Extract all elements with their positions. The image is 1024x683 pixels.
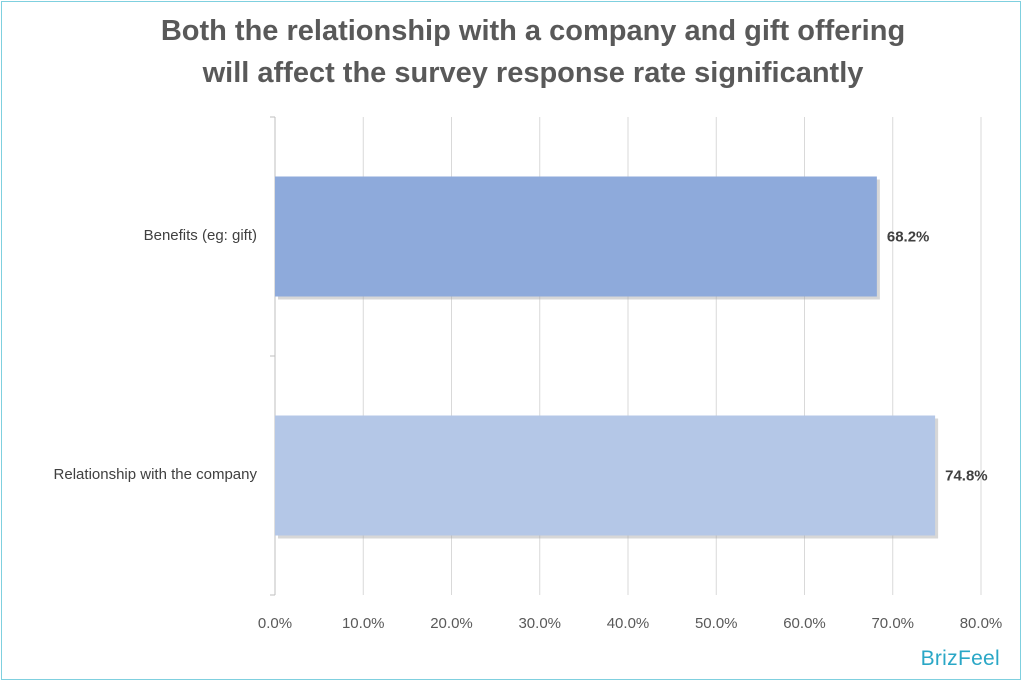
x-tick-label: 20.0% (430, 615, 473, 632)
bar (275, 415, 936, 536)
x-tick-label: 70.0% (871, 615, 914, 632)
bar (275, 176, 877, 297)
category-label-relationship: Relationship with the company (53, 465, 257, 483)
x-tick-label: 60.0% (783, 615, 826, 632)
category-label-benefits: Benefits (eg: gift) (143, 226, 257, 244)
brand-logo: BrizFeel (920, 647, 1000, 670)
x-tick-label: 40.0% (607, 615, 650, 632)
chart-title-line-2: will affect the survey response rate sig… (202, 57, 864, 89)
x-tick-label: 80.0% (960, 615, 1003, 632)
x-tick-label: 50.0% (695, 615, 738, 632)
data-label: 68.2% (887, 229, 930, 246)
x-tick-label: 30.0% (518, 615, 561, 632)
x-tick-label: 10.0% (342, 615, 385, 632)
chart-title: Both the relationship with a company and… (0, 10, 1024, 94)
chart-title-line-1: Both the relationship with a company and… (160, 15, 906, 47)
x-tick-label: 0.0% (258, 615, 292, 632)
data-label: 74.8% (945, 468, 988, 485)
